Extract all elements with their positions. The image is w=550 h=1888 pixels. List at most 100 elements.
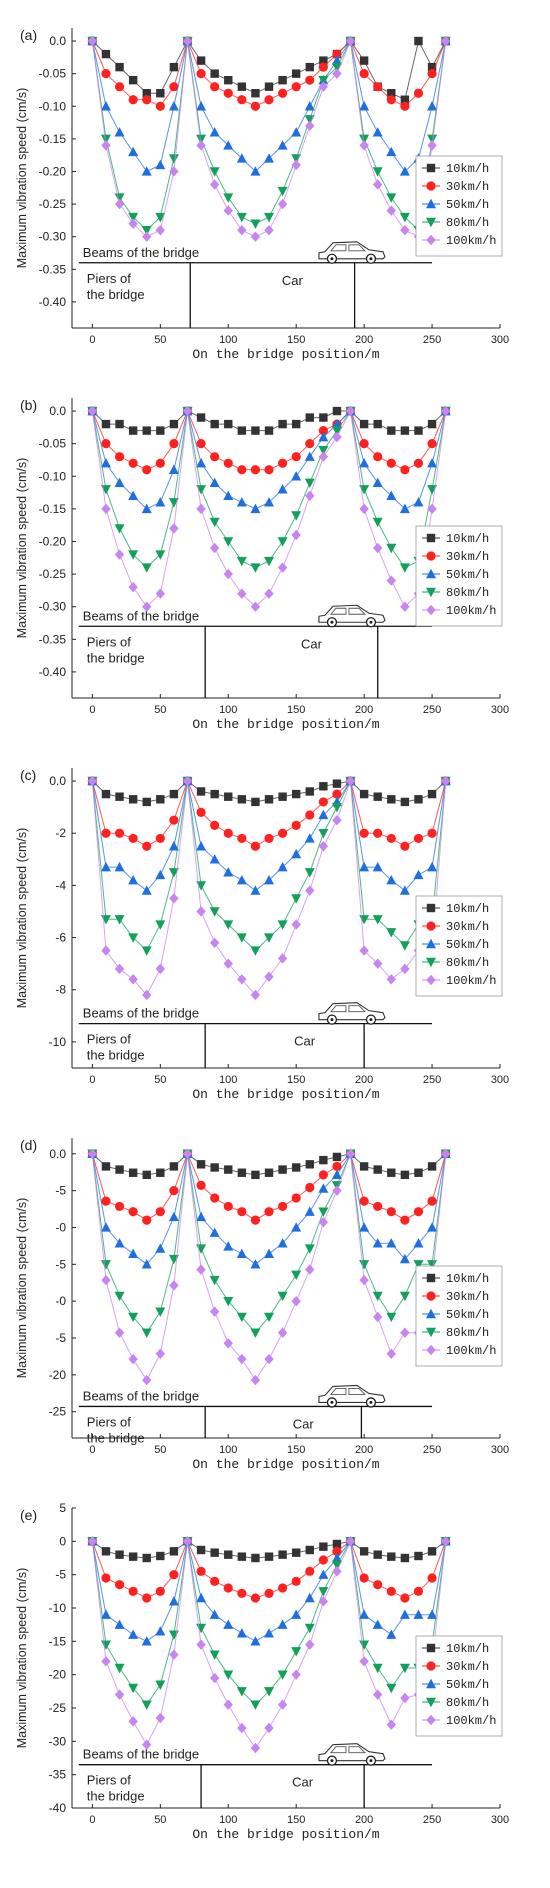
data-point <box>141 885 152 895</box>
legend-label: 30km/h <box>446 920 489 934</box>
data-point <box>196 140 206 151</box>
y-tick-label: -10 <box>49 1035 67 1049</box>
data-point <box>237 833 247 844</box>
data-point <box>101 49 111 59</box>
x-tick-label: 0 <box>89 704 95 716</box>
data-point <box>100 1260 111 1270</box>
car-annotation: Car <box>282 273 304 288</box>
y-tick-label: -0.40 <box>39 665 67 679</box>
data-point <box>196 134 207 145</box>
data-point <box>318 1217 329 1228</box>
data-point <box>114 549 125 560</box>
data-point <box>400 426 410 435</box>
x-tick-label: 300 <box>491 1444 509 1456</box>
data-point <box>359 1162 369 1171</box>
data-point <box>114 861 125 872</box>
data-point <box>141 503 152 514</box>
data-point <box>169 1649 179 1660</box>
data-point <box>155 212 166 223</box>
data-point <box>332 1539 342 1549</box>
data-point <box>373 958 383 969</box>
data-point <box>319 782 328 791</box>
data-point <box>304 1244 315 1254</box>
data-point <box>155 963 166 975</box>
data-point <box>427 861 438 872</box>
legend-label: 80km/h <box>446 216 489 230</box>
car-annotation: Car <box>293 1416 315 1431</box>
data-point <box>387 426 396 435</box>
data-point <box>332 1185 342 1196</box>
data-point <box>237 1552 247 1561</box>
data-point <box>399 212 410 223</box>
panel-label: (d) <box>20 1137 37 1153</box>
data-point <box>128 1683 139 1694</box>
data-point <box>210 82 220 92</box>
data-point <box>291 1193 301 1203</box>
data-point <box>319 1542 328 1551</box>
legend-label: 80km/h <box>446 586 489 600</box>
x-tick-label: 150 <box>287 704 305 716</box>
legend-label: 80km/h <box>446 1696 489 1710</box>
data-point <box>223 193 234 203</box>
data-point <box>237 795 247 804</box>
x-tick-label: 250 <box>423 1074 441 1086</box>
data-point <box>372 477 383 487</box>
data-point <box>400 1692 410 1704</box>
chart-panel-e: (e) 50-5-10-15-20-25-30-35-400 50 100 150 200… <box>15 1501 509 1842</box>
data-point <box>359 1547 369 1556</box>
data-point <box>142 1170 151 1180</box>
data-point <box>373 452 383 462</box>
legend-marker <box>426 234 436 246</box>
data-point <box>168 841 179 851</box>
data-point <box>128 146 139 157</box>
data-point <box>305 885 315 896</box>
data-point <box>87 35 98 47</box>
data-point <box>359 1196 369 1206</box>
data-point <box>237 82 247 91</box>
data-point <box>168 101 179 111</box>
data-point <box>386 833 396 844</box>
data-point <box>128 95 138 105</box>
data-point <box>237 1722 247 1734</box>
data-point <box>236 153 247 163</box>
data-point <box>278 1201 288 1212</box>
data-point <box>250 1593 261 1603</box>
data-point <box>413 1586 424 1596</box>
data-point <box>332 49 342 59</box>
data-point <box>209 1650 220 1660</box>
y-tick-label: -8 <box>55 983 66 997</box>
data-point <box>209 167 220 177</box>
data-point <box>427 828 437 838</box>
car-icon <box>318 1002 386 1025</box>
car-hub <box>330 257 334 261</box>
data-point <box>196 1160 206 1169</box>
data-point <box>250 841 261 851</box>
y-axis-label: Maximum vibration speed (cm/s) <box>15 88 29 269</box>
data-point <box>141 1700 152 1710</box>
y-tick-label: -0.30 <box>39 600 67 614</box>
data-point <box>114 477 125 487</box>
data-point <box>236 212 247 223</box>
legend-marker <box>426 551 436 561</box>
data-point <box>223 88 233 98</box>
data-point <box>114 127 125 137</box>
x-tick-label: 200 <box>355 1074 373 1086</box>
x-axis-label: On the bridge position/m <box>192 1457 379 1472</box>
data-point <box>264 212 275 223</box>
data-point <box>318 1596 329 1607</box>
data-point <box>223 537 234 547</box>
data-point <box>223 1670 234 1680</box>
data-point <box>386 1348 397 1359</box>
data-point <box>413 869 424 880</box>
data-point <box>291 919 301 930</box>
data-point <box>209 907 220 917</box>
data-point <box>387 795 396 804</box>
legend-label: 10km/h <box>446 532 489 546</box>
data-point <box>332 1161 342 1172</box>
data-point <box>318 1183 329 1193</box>
data-point <box>142 89 151 98</box>
data-point <box>332 1152 342 1162</box>
data-point <box>400 224 410 236</box>
y-tick-label: -0.15 <box>39 132 67 146</box>
data-point <box>114 1201 125 1212</box>
